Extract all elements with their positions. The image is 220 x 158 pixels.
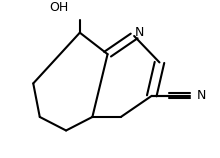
Text: N: N [197, 89, 206, 102]
Text: N: N [134, 26, 144, 39]
Text: OH: OH [50, 1, 69, 14]
